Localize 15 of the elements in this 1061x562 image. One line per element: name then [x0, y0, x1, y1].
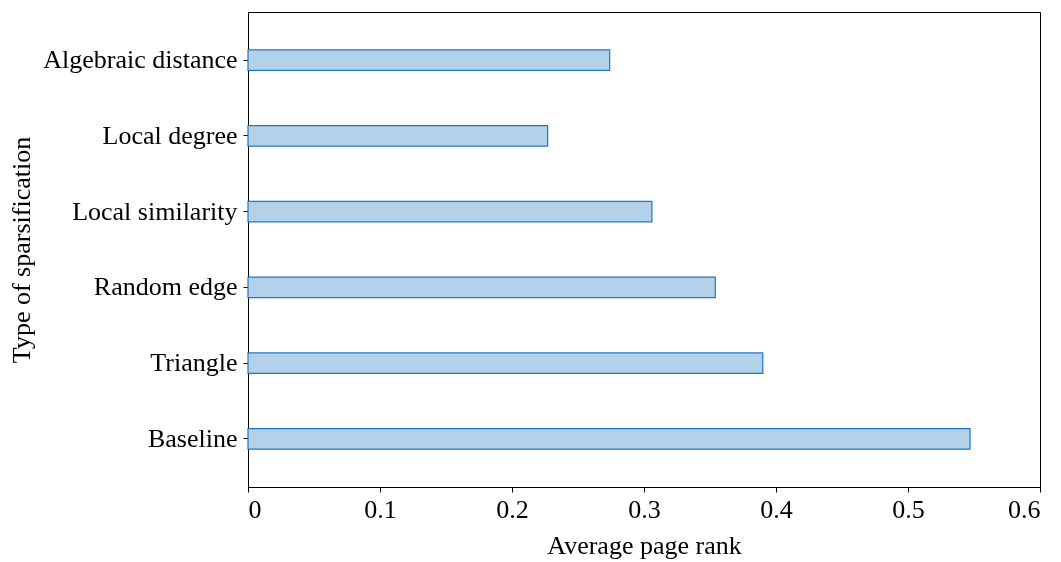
x-tick-label: 0.2 — [496, 494, 529, 524]
y-tick-label: Local similarity — [72, 196, 238, 226]
x-axis-title: Average page rank — [547, 530, 742, 560]
y-tick-label: Algebraic distance — [43, 45, 238, 75]
y-axis-title: Type of sparsification — [6, 136, 36, 364]
x-tick-label: 0 — [248, 494, 262, 524]
y-tick-label: Local degree — [102, 120, 238, 150]
x-tick-label: 0.1 — [364, 494, 397, 524]
x-tick-label: 0.5 — [892, 494, 925, 524]
y-tick-label: Random edge — [93, 272, 238, 302]
y-tick-label: Triangle — [150, 348, 238, 378]
x-tick-label: 0.6 — [1008, 494, 1041, 524]
y-tick-label: Baseline — [147, 423, 238, 453]
x-tick-label: 0.4 — [760, 494, 793, 524]
x-tick-label: 0.3 — [628, 494, 661, 524]
